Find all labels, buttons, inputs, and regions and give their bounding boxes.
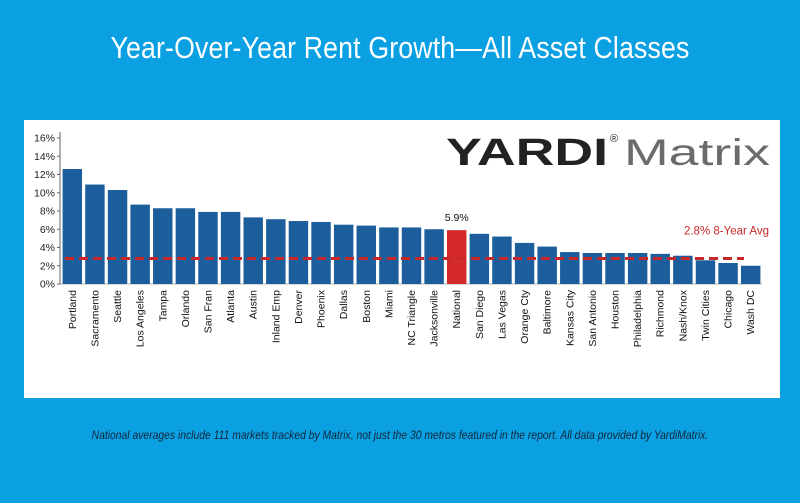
x-tick-label: Baltimore bbox=[542, 290, 554, 335]
y-tick-label: 4% bbox=[40, 242, 55, 254]
bar bbox=[605, 252, 625, 284]
x-tick-label: Wash DC bbox=[745, 290, 757, 335]
chart-panel: YARDI ® Matrix 0% 2% 4% 6% 8% 10% 12% 14% 16% Po… bbox=[24, 120, 780, 398]
x-tick-label: Chicago bbox=[723, 290, 735, 329]
bar bbox=[718, 263, 738, 284]
x-tick-label: Orlando bbox=[180, 290, 192, 328]
x-tick-label: Tampa bbox=[157, 290, 169, 322]
x-tick-label: National bbox=[451, 290, 463, 329]
y-tick-label: 10% bbox=[34, 187, 55, 199]
footnote: National averages include 111 markets tr… bbox=[91, 430, 709, 442]
x-tick-label: Dallas bbox=[338, 290, 350, 319]
bar bbox=[85, 184, 105, 284]
y-tick-label: 2% bbox=[40, 260, 55, 272]
x-tick-label: Twin Cities bbox=[700, 290, 712, 341]
bar bbox=[243, 217, 263, 284]
y-tick-label: 8% bbox=[40, 206, 55, 218]
x-tick-label: Jacksonville bbox=[429, 290, 441, 347]
bar-chart: YARDI ® Matrix 0% 2% 4% 6% 8% 10% 12% 14% 16% Po… bbox=[34, 132, 771, 347]
y-tick-label: 12% bbox=[34, 169, 55, 181]
x-tick-label: Inland Emp bbox=[270, 290, 282, 343]
x-tick-label: Denver bbox=[293, 290, 305, 324]
bar bbox=[153, 208, 173, 284]
bar bbox=[627, 252, 648, 284]
bar-national bbox=[447, 230, 467, 284]
y-tick-label: 0% bbox=[40, 279, 55, 291]
x-tick-label: San Fran bbox=[202, 290, 214, 333]
bar bbox=[401, 227, 422, 284]
bar bbox=[582, 252, 603, 284]
bar bbox=[107, 190, 128, 284]
bar bbox=[514, 242, 535, 284]
bar bbox=[492, 236, 512, 284]
bar bbox=[424, 229, 444, 284]
x-tick-label: Kansas City bbox=[564, 289, 576, 346]
bar bbox=[333, 224, 354, 284]
bar bbox=[62, 169, 83, 284]
bar bbox=[673, 255, 693, 284]
y-tick-label: 14% bbox=[34, 151, 55, 163]
bar bbox=[695, 260, 716, 284]
bar bbox=[266, 219, 286, 284]
x-tick-label: San Antonio bbox=[587, 290, 599, 347]
bar bbox=[379, 227, 399, 284]
x-tick-label: Miami bbox=[383, 290, 395, 318]
bar bbox=[130, 204, 150, 284]
x-tick-label: Boston bbox=[361, 290, 373, 323]
reference-line-label: 2.8% 8-Year Avg bbox=[684, 225, 769, 237]
bar bbox=[356, 225, 376, 284]
bar bbox=[198, 211, 218, 284]
y-tick-label: 16% bbox=[34, 133, 55, 145]
bar bbox=[650, 253, 670, 284]
x-tick-label: Orange Cty bbox=[519, 289, 531, 343]
bar bbox=[537, 246, 557, 284]
x-tick-label: Seattle bbox=[112, 290, 124, 323]
logo-brand: YARDI bbox=[446, 132, 608, 174]
x-tick-label: San Diego bbox=[474, 290, 486, 339]
x-tick-label: Nash/Knox bbox=[677, 289, 689, 341]
bar bbox=[311, 221, 331, 284]
x-tick-label: NC Triangle bbox=[406, 290, 418, 346]
x-tick-label: Portland bbox=[67, 290, 79, 329]
x-tick-label: Las Vegas bbox=[496, 290, 508, 339]
logo-registered: ® bbox=[610, 133, 618, 145]
bar bbox=[560, 252, 580, 284]
page-title: Year-Over-Year Rent Growth—All Asset Cla… bbox=[110, 30, 690, 65]
bar bbox=[288, 221, 309, 284]
x-tick-label: Phoenix bbox=[316, 289, 328, 328]
logo-product: Matrix bbox=[624, 132, 771, 173]
x-tick-label: Philadelphia bbox=[632, 290, 644, 347]
x-tick-label: Los Angeles bbox=[135, 290, 147, 347]
x-tick-label: Richmond bbox=[655, 290, 667, 337]
yardi-matrix-logo: YARDI ® Matrix bbox=[446, 132, 771, 174]
x-tick-label: Atlanta bbox=[225, 290, 237, 323]
bar bbox=[220, 211, 241, 284]
x-tick-label: Sacramento bbox=[89, 290, 101, 347]
bar bbox=[740, 265, 761, 284]
x-tick-label: Houston bbox=[610, 290, 622, 329]
bar bbox=[175, 208, 196, 284]
y-tick-label: 6% bbox=[40, 224, 55, 236]
x-tick-label: Austin bbox=[248, 290, 260, 319]
highlight-data-label: 5.9% bbox=[445, 212, 469, 224]
